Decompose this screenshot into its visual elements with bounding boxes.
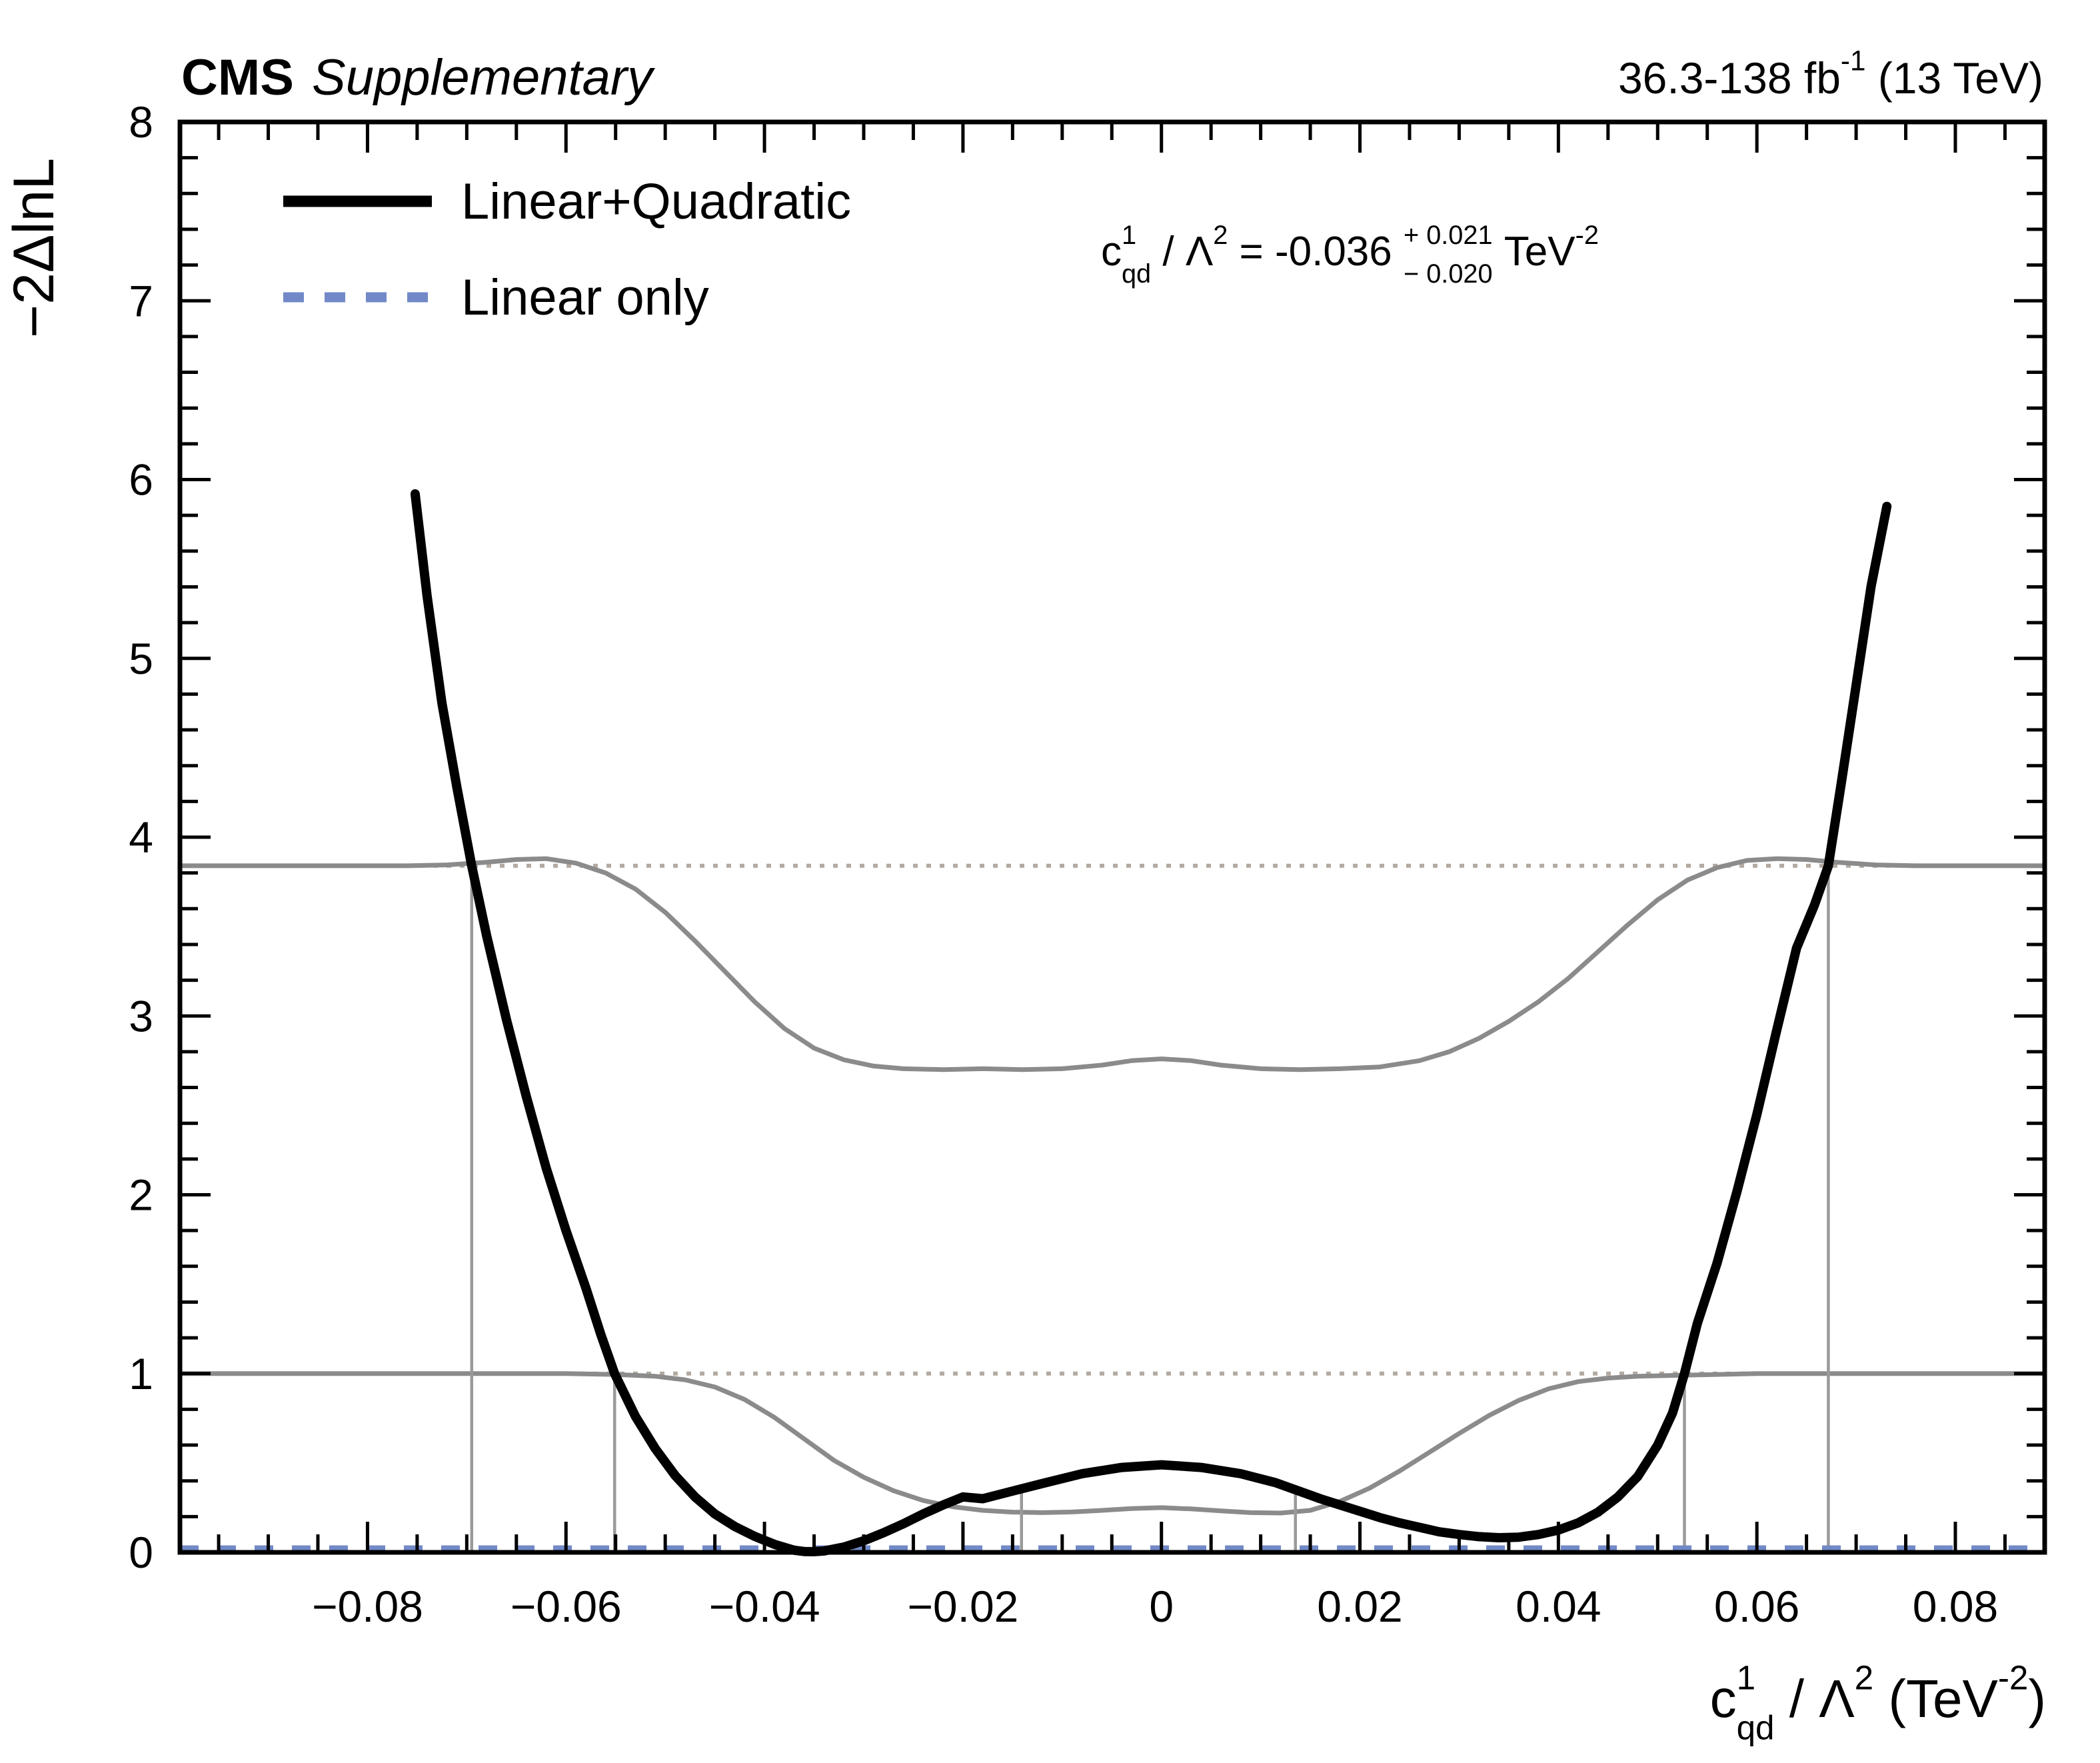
x-tick-label: 0 xyxy=(1149,1582,1174,1631)
rich-text-part: 2 xyxy=(1855,1658,1873,1696)
y-tick-label: 5 xyxy=(129,634,153,683)
rich-text-part: -2 xyxy=(1575,221,1599,250)
x-tick-label: −0.08 xyxy=(312,1582,423,1631)
legend-label-linear-only: Linear only xyxy=(461,269,709,326)
crossing-vertical-lines xyxy=(470,865,1830,1552)
rich-text-part: / Λ xyxy=(1775,1669,1855,1728)
rich-text-part: c xyxy=(1101,229,1122,275)
threshold-curve xyxy=(177,856,2047,1072)
legend-label-linear-quadratic: Linear+Quadratic xyxy=(461,173,851,230)
best-fit-annotation: c1 qd / Λ2 = -0.036 + 0.021 − 0.020 TeV-2 xyxy=(1101,221,1599,289)
legend: Linear+Quadratic Linear only xyxy=(283,173,851,326)
rich-text-part: -2 xyxy=(1998,1658,2029,1696)
rich-text-part: − 0.020 xyxy=(1404,259,1493,289)
x-tick-label: −0.02 xyxy=(907,1582,1018,1631)
plot-frame xyxy=(177,119,2047,1555)
rich-text-part: (13 TeV) xyxy=(1865,53,2043,103)
x-tick-label: −0.04 xyxy=(709,1582,820,1631)
x-tick-label: 0.02 xyxy=(1317,1582,1402,1631)
y-tick-label: 0 xyxy=(129,1528,153,1577)
rich-text-part: Λ xyxy=(1186,229,1214,275)
supplementary-label: Supplementary xyxy=(312,49,655,106)
threshold-curves xyxy=(177,856,2047,1516)
axes-frame xyxy=(177,119,2047,1555)
x-axis-title: c1 qd / Λ2 (TeV-2) xyxy=(1710,1658,2046,1746)
rich-text-part: 2 xyxy=(1213,221,1228,250)
rich-text-part: 1 xyxy=(1122,221,1136,250)
rich-text-part: -1 xyxy=(1841,45,1866,77)
rich-text-part: / xyxy=(1151,229,1186,275)
x-tick-label: 0.08 xyxy=(1913,1582,1998,1631)
y-tick-label: 6 xyxy=(129,455,153,505)
luminosity-label: 36.3-138 fb-1 (13 TeV) xyxy=(1618,45,2043,103)
rich-text-part: ) xyxy=(2028,1669,2046,1728)
y-tick-label: 3 xyxy=(129,991,153,1040)
y-tick-label: 8 xyxy=(129,97,153,147)
y-tick-label: 4 xyxy=(129,813,153,862)
y-tick-label: 7 xyxy=(129,276,153,325)
rich-text-part: 1 xyxy=(1737,1658,1755,1696)
x-tick-label: 0.04 xyxy=(1516,1582,1601,1631)
rich-text-part: qd xyxy=(1122,259,1151,289)
rich-text-part: qd xyxy=(1737,1709,1775,1747)
rich-text-part: TeV xyxy=(1493,229,1576,275)
y-tick-label: 1 xyxy=(129,1349,153,1398)
axis-ticks xyxy=(180,120,2045,1554)
rich-text-part: c xyxy=(1710,1669,1737,1728)
rich-text-part: 36.3-138 fb xyxy=(1618,53,1841,103)
data-curves xyxy=(180,489,2045,1556)
axis-tick-labels: −0.08 −0.06 −0.04 −0.02 0 0.02 0.04 0.06 0.08 0 1 2… xyxy=(129,97,1998,1631)
rich-text-part: = -0.036 xyxy=(1228,229,1404,275)
y-axis-title: −2ΔlnL xyxy=(2,158,66,338)
linear-plus-quadratic-curve xyxy=(410,489,1892,1556)
y-tick-label: 2 xyxy=(129,1170,153,1220)
rich-text-part: + 0.021 xyxy=(1404,221,1493,250)
reference-dotted-lines xyxy=(180,863,2045,1376)
threshold-curve xyxy=(177,1371,2047,1516)
x-tick-label: −0.06 xyxy=(511,1582,622,1631)
cms-label: CMS xyxy=(181,49,294,106)
x-tick-label: 0.06 xyxy=(1714,1582,1799,1631)
rich-text-part: (TeV xyxy=(1873,1669,1998,1728)
